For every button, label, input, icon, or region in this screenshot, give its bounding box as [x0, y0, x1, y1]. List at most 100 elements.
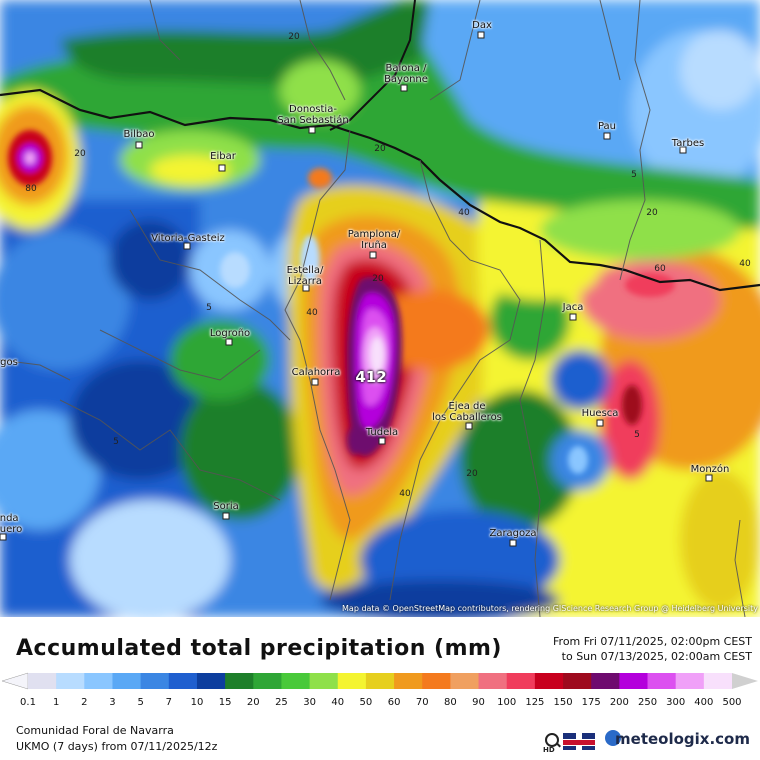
city-label-logrono: Logroño	[209, 328, 251, 339]
city-label-calahorra: Calahorra	[291, 367, 341, 378]
legend-tick-label: 20	[246, 697, 260, 708]
legend-tick-label: 10	[190, 697, 204, 708]
legend-tick-label: 15	[218, 697, 232, 708]
zoom-search-icon[interactable]	[545, 733, 559, 747]
contour-label: 40	[739, 259, 751, 269]
city-label-tudela: Tudela	[365, 427, 399, 438]
legend-swatch	[281, 673, 311, 689]
city-label-san-sebastian: Donostia- San Sebastián	[277, 104, 349, 126]
uk-flag-icon[interactable]	[563, 733, 595, 750]
city-label-jaca: Jaca	[562, 302, 584, 313]
city-label-estella: Estella/ Lizarra	[286, 265, 324, 287]
legend-tick-label: 150	[553, 697, 573, 708]
city-label-vitoria: Vitoria-Gasteiz	[151, 233, 225, 244]
city-label-aranda-partial: nda uero	[0, 513, 23, 535]
model-run: UKMO (7 days) from 07/11/2025/12z	[16, 740, 218, 753]
legend-tick-label: 250	[637, 697, 658, 708]
city-dot	[0, 533, 7, 541]
city-dot	[465, 422, 473, 430]
city-label-tarbes: Tarbes	[671, 138, 705, 149]
city-label-eibar: Eibar	[210, 151, 236, 162]
legend-tick-label: 30	[303, 697, 316, 708]
city-dot	[679, 146, 687, 154]
meteologix-logo-icon[interactable]	[605, 730, 621, 746]
map-canvas	[0, 0, 760, 617]
city-label-pau: Pau	[597, 121, 617, 132]
legend-swatch	[675, 673, 705, 689]
legend-swatch	[365, 673, 395, 689]
contour-label: 40	[399, 489, 411, 499]
legend-tick-label: 25	[275, 697, 288, 708]
legend-swatch	[337, 673, 367, 689]
legend-swatch	[168, 673, 198, 689]
legend-tick-label: 500	[722, 697, 742, 708]
legend-swatch	[140, 673, 170, 689]
legend-swatch	[563, 673, 592, 689]
city-dot	[308, 126, 316, 134]
legend-swatch	[309, 673, 339, 689]
city-dot	[400, 84, 408, 92]
legend-tick-label: 2	[81, 697, 88, 708]
brand-logo[interactable]: meteologix.com	[615, 730, 750, 748]
region-name: Comunidad Foral de Navarra	[16, 724, 174, 737]
city-dot	[596, 419, 604, 427]
contour-label: 60	[654, 264, 666, 274]
legend-swatch	[253, 673, 282, 689]
legend-tick-label: 7	[165, 697, 172, 708]
legend-swatch	[591, 673, 620, 689]
city-dot	[705, 474, 713, 482]
map-attribution: Map data © OpenStreetMap contributors, r…	[342, 604, 758, 613]
city-label-zaragoza: Zaragoza	[489, 528, 537, 539]
city-dot	[477, 31, 485, 39]
city-dot	[603, 132, 611, 140]
legend-swatch	[534, 673, 564, 689]
contour-label: 20	[288, 32, 300, 42]
legend-swatch	[422, 673, 451, 689]
legend-swatch	[84, 673, 113, 689]
legend-swatch	[647, 673, 677, 689]
contour-label: 20	[74, 149, 86, 159]
city-dot	[225, 338, 233, 346]
legend-swatch	[56, 673, 85, 689]
legend-tick-label: 0.1	[20, 697, 36, 708]
max-value-label: 412	[355, 368, 387, 386]
city-label-dax: Dax	[472, 20, 492, 31]
contour-label: 20	[646, 208, 658, 218]
city-label-burgos-partial: gos	[0, 357, 18, 368]
contour-label: 5	[634, 430, 640, 440]
contour-label: 40	[458, 208, 470, 218]
legend-swatch	[703, 673, 733, 689]
legend-tick-label: 40	[331, 697, 345, 708]
hd-label[interactable]: HD	[543, 746, 555, 754]
legend-title: Accumulated total precipitation (mm)	[16, 636, 502, 661]
city-label-monzon: Monzón	[690, 464, 730, 475]
contour-label: 5	[631, 170, 637, 180]
city-dot	[378, 437, 386, 445]
precipitation-map[interactable]: 412 Dax Baiona / Bayonne Donostia- San S…	[0, 0, 760, 617]
city-dot	[222, 512, 230, 520]
legend-tick-label: 400	[694, 697, 714, 708]
contour-label: 20	[374, 144, 386, 154]
forecast-period: From Fri 07/11/2025, 02:00pm CEST to Sun…	[553, 634, 752, 664]
city-dot	[509, 539, 517, 547]
legend-tick-label: 90	[472, 697, 485, 708]
city-dot	[135, 141, 143, 149]
city-dot	[369, 251, 377, 259]
contour-label: 20	[466, 469, 478, 479]
legend-tick-label: 80	[444, 697, 457, 708]
legend-tick-label: 125	[525, 697, 545, 708]
legend-tick-label: 300	[666, 697, 686, 708]
contour-label: 20	[372, 274, 384, 284]
city-label-huesca: Huesca	[581, 408, 619, 419]
legend-min-arrow	[1, 672, 29, 690]
legend-tick-label: 70	[415, 697, 429, 708]
legend-swatch	[28, 673, 57, 689]
contour-label: 40	[306, 308, 318, 318]
legend-tick-label: 175	[581, 697, 601, 708]
city-label-bayonne: Baiona / Bayonne	[384, 63, 428, 85]
city-label-ejea: Ejea de los Caballeros	[432, 401, 502, 423]
legend-swatch	[506, 673, 536, 689]
city-dot	[569, 313, 577, 321]
legend-tick-label: 3	[109, 697, 116, 708]
legend-tick-label: 200	[609, 697, 629, 708]
